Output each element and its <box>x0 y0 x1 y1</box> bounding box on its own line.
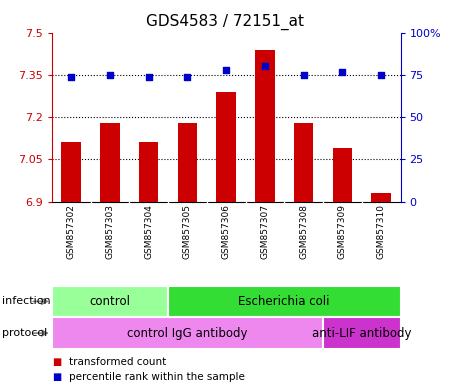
Point <box>68 73 75 79</box>
Bar <box>178 123 197 202</box>
Text: GSM857302: GSM857302 <box>67 204 76 259</box>
Text: GSM857310: GSM857310 <box>377 204 386 259</box>
Bar <box>216 92 236 202</box>
Point <box>106 72 113 78</box>
Text: Escherichia coli: Escherichia coli <box>238 295 330 308</box>
Text: GSM857306: GSM857306 <box>221 204 230 259</box>
Point <box>261 63 269 70</box>
Point <box>300 72 307 78</box>
Bar <box>371 193 391 202</box>
Text: transformed count: transformed count <box>69 357 166 367</box>
Bar <box>52 286 168 317</box>
Text: GSM857303: GSM857303 <box>105 204 114 259</box>
Text: GSM857304: GSM857304 <box>144 204 153 259</box>
Text: ■: ■ <box>52 357 61 367</box>
Bar <box>168 286 400 317</box>
Bar <box>100 123 120 202</box>
Bar <box>62 142 81 202</box>
Text: ■: ■ <box>52 372 61 382</box>
Bar <box>294 123 313 202</box>
Bar <box>139 142 158 202</box>
Text: control IgG antibody: control IgG antibody <box>127 327 248 339</box>
Text: protocol: protocol <box>2 328 48 338</box>
Text: control: control <box>90 295 130 308</box>
Text: GSM857307: GSM857307 <box>261 204 270 259</box>
Text: infection: infection <box>2 296 51 306</box>
Point <box>145 73 152 79</box>
Text: GSM857308: GSM857308 <box>299 204 308 259</box>
Text: GSM857305: GSM857305 <box>183 204 192 259</box>
Point <box>339 68 346 74</box>
Point <box>222 67 230 73</box>
Text: GSM857309: GSM857309 <box>338 204 347 259</box>
Bar <box>333 148 352 202</box>
Text: GDS4583 / 72151_at: GDS4583 / 72151_at <box>146 13 304 30</box>
Bar <box>323 317 400 349</box>
Point <box>378 72 385 78</box>
Bar <box>255 50 274 202</box>
Text: anti-LIF antibody: anti-LIF antibody <box>312 327 411 339</box>
Bar <box>52 317 323 349</box>
Text: percentile rank within the sample: percentile rank within the sample <box>69 372 245 382</box>
Point <box>184 73 191 79</box>
